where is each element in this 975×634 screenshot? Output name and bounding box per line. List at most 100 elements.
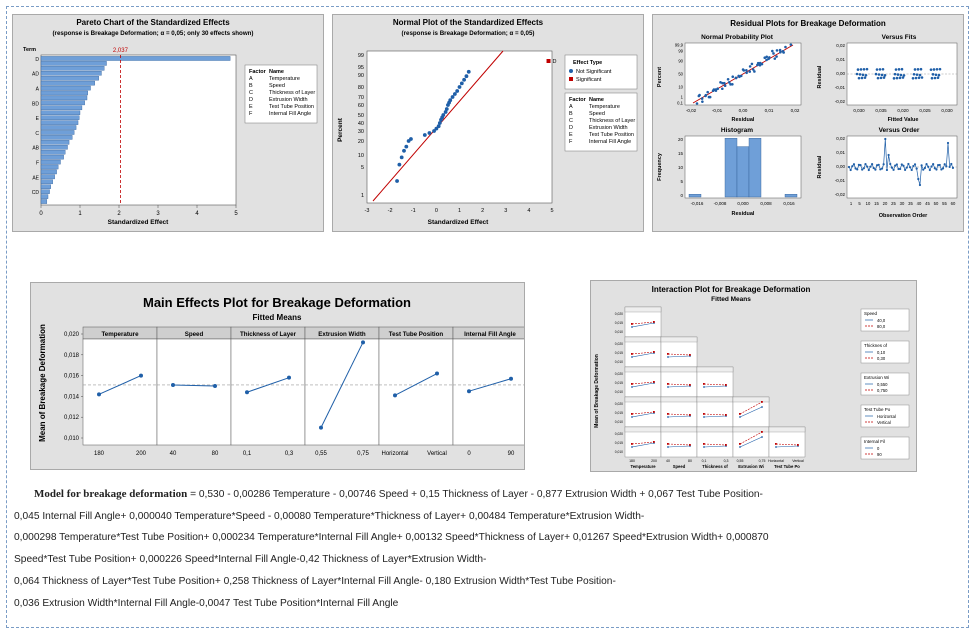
fits-point: [878, 68, 882, 71]
fits-xtick-label: 0,030: [941, 108, 953, 113]
order-point: [867, 168, 870, 172]
order-ytick-label: -0,02: [835, 192, 846, 197]
fits-point: [914, 76, 918, 80]
order-point: [847, 165, 851, 169]
order-point: [948, 165, 951, 169]
order-point: [938, 163, 941, 167]
normal-point: [432, 129, 436, 133]
normal-ytick-label: 20: [358, 139, 364, 145]
normal-point: [452, 92, 457, 96]
pareto-bar: [40, 85, 91, 91]
legend-factor-name: Test Tube Position: [589, 132, 634, 138]
pareto-term-tick: BD: [32, 101, 39, 107]
fits-point: [897, 68, 901, 71]
pareto-bar: [40, 189, 50, 194]
np-point: [721, 81, 724, 85]
main-effects-ytick-label: 0,010: [64, 436, 80, 442]
order-point: [928, 168, 931, 172]
fits-point: [858, 73, 862, 76]
legend-header-factor: Factor: [249, 69, 267, 75]
interaction-point: [653, 351, 655, 353]
interaction-point: [667, 356, 669, 358]
np-xtick-label: -0,02: [686, 108, 697, 113]
np-point: [748, 70, 752, 73]
fits-xtick-label: 0,020: [897, 108, 909, 113]
interaction-col-tick: Horizontal: [768, 459, 784, 463]
fits-point: [882, 76, 886, 79]
interaction-line-level-1: [667, 385, 691, 388]
interaction-legend-title: Thicknes of: [864, 343, 888, 348]
main-effects-level-label: 90: [508, 451, 515, 457]
interaction-ytick-label: 0,010: [615, 390, 623, 394]
order-point: [851, 165, 854, 168]
fits-point: [918, 73, 922, 77]
fits-point: [937, 73, 941, 77]
main-effects-level-label: 0: [467, 451, 471, 457]
pareto-bar: [40, 61, 107, 66]
np-point: [782, 51, 785, 54]
main-effects-level-label: 0,3: [285, 451, 294, 457]
interaction-ytick-label: 0,015: [615, 411, 623, 415]
normal-point: [437, 121, 442, 125]
main-effects-level-label: 0,55: [315, 451, 327, 457]
fits-point: [865, 67, 869, 71]
normal-point: [455, 89, 460, 93]
normal-ytick-label: 70: [358, 95, 364, 101]
interaction-point: [631, 386, 633, 388]
pareto-xtick-label: 5: [234, 211, 238, 217]
normal-point: [457, 85, 462, 89]
interaction-line-level-1: [667, 355, 691, 358]
normal-title: Normal Plot of the Standardized Effects: [393, 18, 544, 27]
pareto-term-tick: AB: [32, 146, 39, 152]
main-effects-level-label: 0,1: [243, 451, 252, 457]
interaction-point: [761, 436, 763, 438]
main-effects-factor-name: Internal Fill Angle: [464, 331, 516, 338]
pareto-chart: Pareto Chart of the Standardized Effects…: [23, 18, 318, 226]
normal-xtick-label: -1: [411, 208, 416, 214]
np-point: [751, 68, 755, 71]
np-ytick-label: 0,1: [677, 101, 683, 106]
interaction-legend-title: Internal Fil: [864, 439, 885, 444]
interaction-legend-item: 0,30: [877, 356, 886, 361]
normal-ytick-label: 5: [361, 165, 364, 171]
normal-ytick-label: 80: [358, 85, 364, 91]
pareto-bar: [40, 145, 68, 150]
interaction-line-level-2: [631, 351, 655, 355]
interaction-point: [739, 446, 741, 448]
figure-frame: [6, 6, 969, 628]
interaction-line-level-2: [631, 411, 655, 415]
hist-ylabel: Frequency: [657, 152, 663, 181]
np-ytick-label: 10: [678, 85, 683, 90]
fits-point: [857, 76, 861, 80]
interaction-point: [631, 356, 633, 358]
order-point: [932, 163, 935, 166]
interaction-cell-header: [624, 336, 662, 343]
interaction-point: [689, 354, 691, 356]
fits-point: [932, 68, 936, 71]
order-point: [907, 162, 910, 166]
hist-xtick-label: 0,008: [760, 201, 772, 206]
significant-marker: [569, 77, 573, 81]
main-effects-line: [98, 375, 142, 395]
interaction-point: [653, 381, 655, 383]
interaction-point: [689, 414, 691, 416]
fits-point: [862, 67, 866, 71]
normal-ytick-label: 60: [358, 103, 364, 109]
pareto-bar: [40, 115, 80, 120]
pareto-bar: [40, 199, 48, 204]
fits-point: [930, 76, 934, 80]
interaction-point: [631, 446, 633, 448]
order-point: [856, 168, 859, 171]
normal-point: [399, 155, 404, 160]
fits-point: [894, 68, 898, 71]
normal-xtick-label: 3: [504, 208, 507, 214]
main-effects-subtitle: Fitted Means: [253, 313, 302, 322]
main-effects-subplot: [82, 338, 158, 446]
np-ytick-label: 1: [681, 95, 684, 100]
pareto-bar: [40, 71, 102, 76]
np-point: [775, 55, 778, 58]
np-point: [778, 48, 782, 52]
np-point: [765, 55, 769, 59]
order-point: [895, 163, 898, 166]
hist-xtick-label: -0,016: [691, 201, 704, 206]
